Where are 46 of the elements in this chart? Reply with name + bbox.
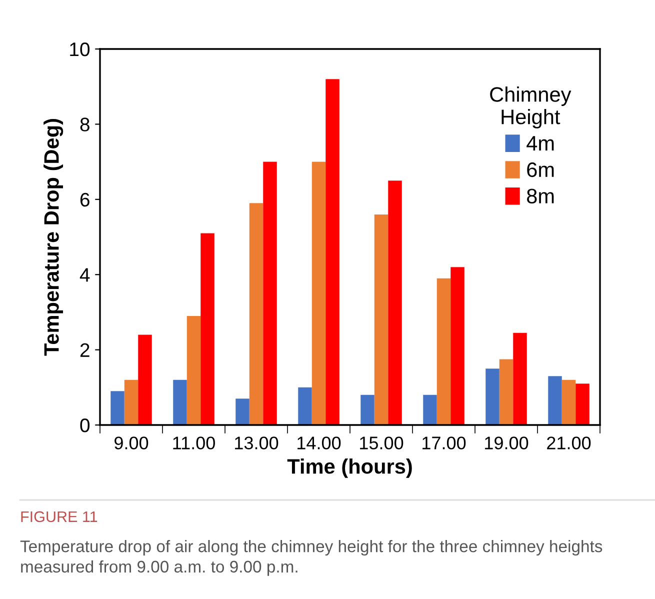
- y-tick-label: 6: [80, 192, 90, 207]
- bar: [562, 380, 576, 425]
- bar: [436, 278, 451, 425]
- legend-title: Chimney Height: [490, 86, 572, 128]
- bar: [110, 391, 124, 425]
- bar: [548, 376, 562, 425]
- bar: [124, 380, 138, 425]
- bar: [138, 334, 152, 425]
- bar: [298, 387, 312, 425]
- bar: [576, 384, 590, 425]
- legend-label: 8m: [527, 188, 554, 204]
- bar: [513, 332, 527, 425]
- bar: [236, 398, 250, 425]
- x-tick-label: 11.00: [173, 436, 215, 450]
- x-tick-label: 15.00: [360, 436, 404, 450]
- bar: [388, 180, 402, 425]
- bar: [499, 359, 514, 425]
- bar: [249, 203, 264, 425]
- bar: [200, 233, 214, 425]
- y-tick-label: 4: [80, 268, 90, 282]
- y-tick-label: 2: [80, 343, 90, 357]
- y-tick-label: 10: [70, 42, 90, 56]
- bar: [173, 380, 187, 425]
- y-axis-title: Temperature Drop (Deg): [44, 118, 64, 356]
- y-tick-label: 8: [80, 118, 90, 132]
- bar: [326, 79, 340, 425]
- x-tick-label: 19.00: [485, 436, 528, 450]
- x-tick-label: 13.00: [235, 436, 278, 450]
- bar: [263, 162, 277, 425]
- bar: [186, 316, 201, 425]
- bar: [374, 214, 388, 425]
- bar: [450, 267, 464, 425]
- text: Temperature drop of air along the chimney height for the three chimney heights measured from 9.00 a.m. to 9.00 p.m.: [20, 540, 602, 576]
- legend-label: 4m: [526, 136, 554, 150]
- caption: FIGURE 11: [21, 511, 98, 522]
- bar: [486, 368, 500, 425]
- bar: [423, 394, 437, 425]
- y-tick-label: 0: [80, 418, 90, 432]
- legend-label: 6m: [527, 162, 554, 178]
- x-axis-title: Time (hours): [287, 458, 412, 478]
- x-tick-label: 17.00: [422, 436, 466, 450]
- bar: [360, 394, 374, 425]
- x-tick-label: 9.00: [114, 436, 148, 450]
- bar: [312, 162, 326, 425]
- x-tick-label: 21.00: [547, 436, 591, 450]
- x-tick-label: 14.00: [298, 436, 341, 450]
